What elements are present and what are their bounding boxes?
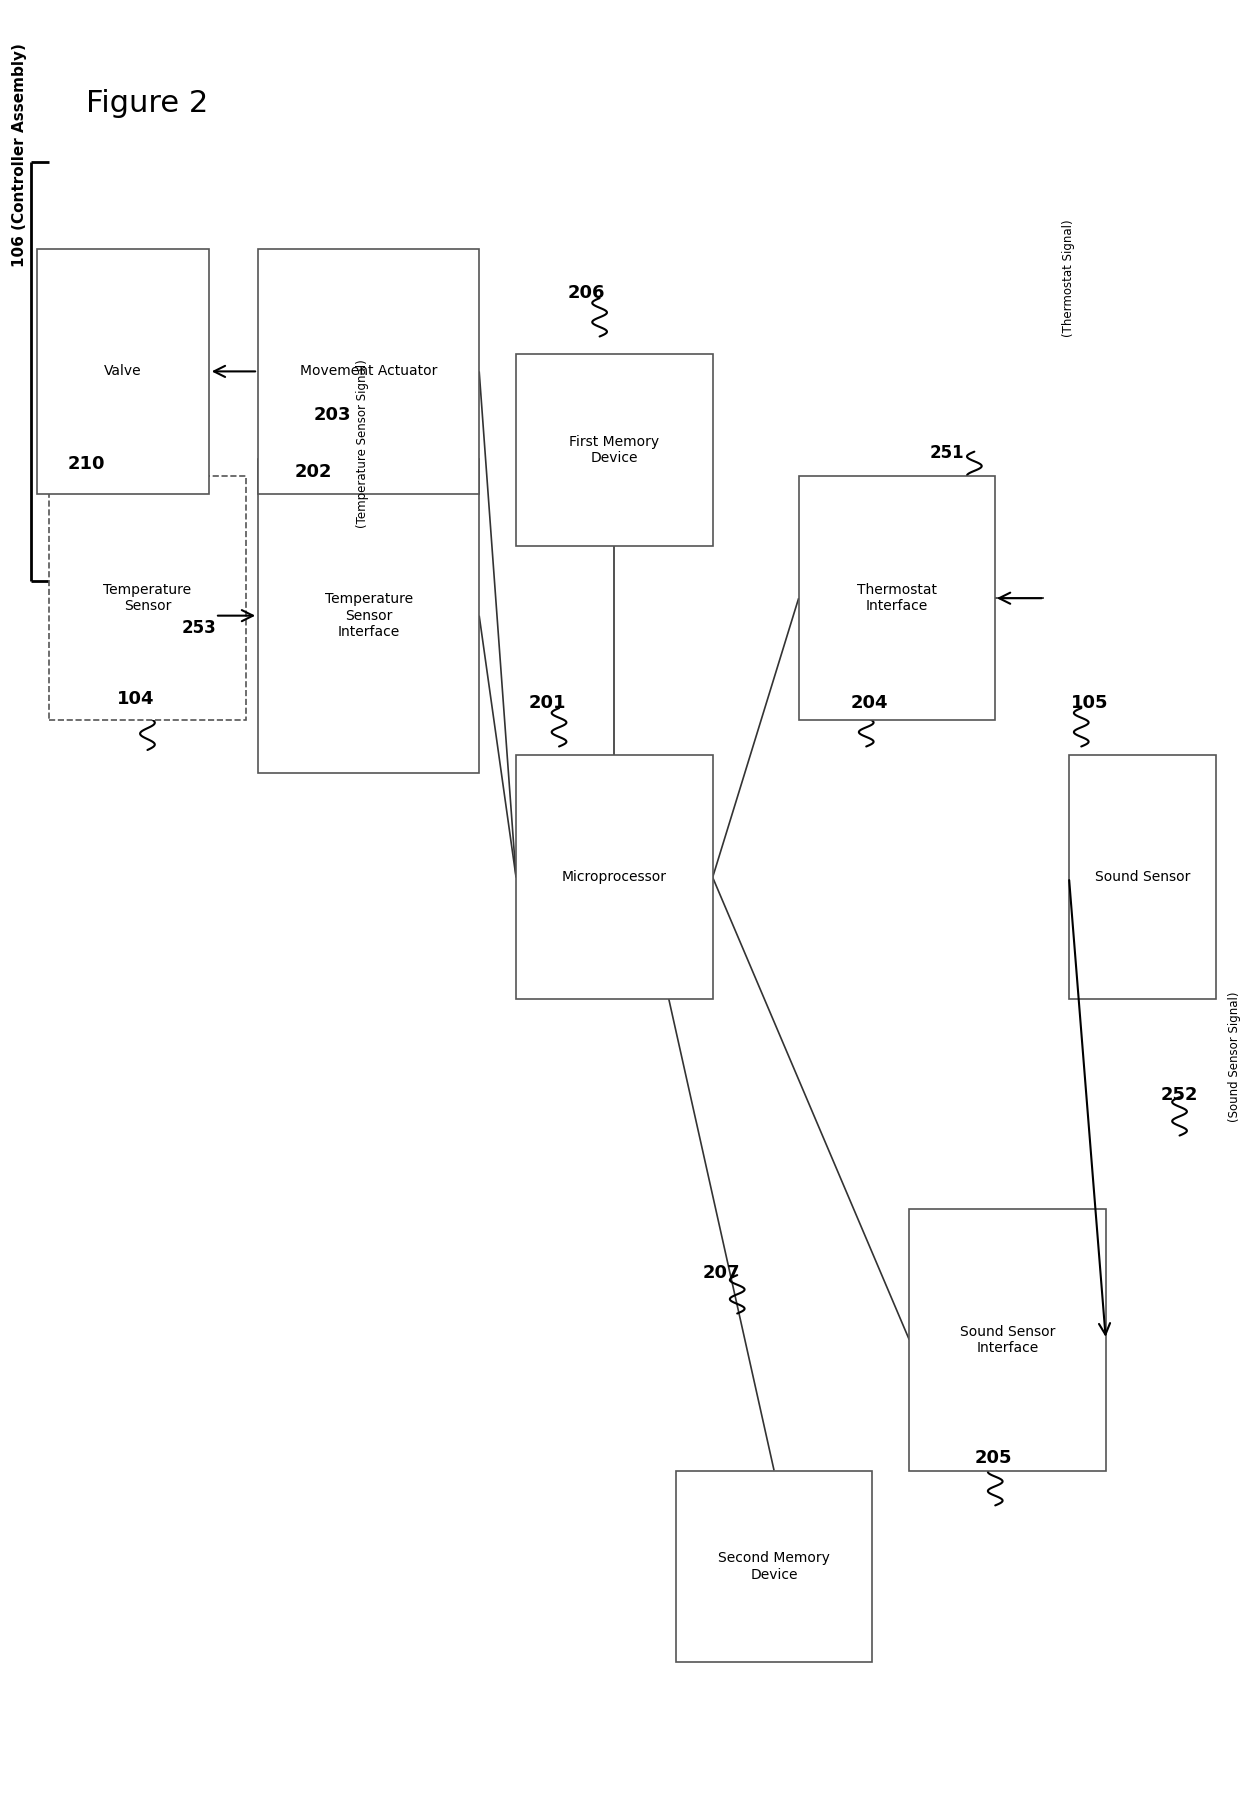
FancyBboxPatch shape: [799, 476, 996, 721]
Text: 203: 203: [314, 405, 351, 423]
Text: Movement Actuator: Movement Actuator: [300, 364, 438, 378]
Text: Sound Sensor: Sound Sensor: [1095, 870, 1190, 885]
FancyBboxPatch shape: [909, 1209, 1106, 1470]
Text: 253: 253: [182, 618, 217, 636]
Text: 201: 201: [528, 694, 565, 712]
Text: Temperature
Sensor
Interface: Temperature Sensor Interface: [325, 593, 413, 640]
Text: 204: 204: [851, 694, 888, 712]
Text: 207: 207: [703, 1263, 740, 1281]
Text: 106 (Controller Assembly): 106 (Controller Assembly): [12, 43, 27, 267]
Text: 205: 205: [975, 1449, 1012, 1467]
FancyBboxPatch shape: [258, 249, 479, 494]
Text: 206: 206: [568, 283, 605, 301]
Text: Thermostat
Interface: Thermostat Interface: [857, 584, 937, 613]
Text: Sound Sensor
Interface: Sound Sensor Interface: [960, 1324, 1055, 1355]
Text: Figure 2: Figure 2: [86, 90, 208, 119]
Text: (Temperature Sensor Signal): (Temperature Sensor Signal): [356, 360, 370, 528]
Text: 210: 210: [67, 454, 105, 472]
Text: Valve: Valve: [104, 364, 141, 378]
Text: (Thermostat Signal): (Thermostat Signal): [1063, 218, 1075, 337]
Text: Microprocessor: Microprocessor: [562, 870, 667, 885]
Text: 252: 252: [1161, 1087, 1199, 1105]
Text: (Sound Sensor Signal): (Sound Sensor Signal): [1229, 991, 1240, 1121]
FancyBboxPatch shape: [676, 1470, 873, 1663]
FancyBboxPatch shape: [50, 476, 246, 721]
Text: First Memory
Device: First Memory Device: [569, 434, 660, 465]
Text: 105: 105: [1071, 694, 1109, 712]
Text: Temperature
Sensor: Temperature Sensor: [103, 584, 191, 613]
Text: 251: 251: [930, 443, 965, 461]
FancyBboxPatch shape: [516, 755, 713, 1000]
FancyBboxPatch shape: [516, 353, 713, 546]
Text: 202: 202: [295, 463, 332, 481]
Text: Second Memory
Device: Second Memory Device: [718, 1552, 830, 1582]
FancyBboxPatch shape: [1069, 755, 1216, 1000]
Text: 104: 104: [117, 690, 154, 708]
FancyBboxPatch shape: [37, 249, 208, 494]
FancyBboxPatch shape: [258, 460, 479, 773]
